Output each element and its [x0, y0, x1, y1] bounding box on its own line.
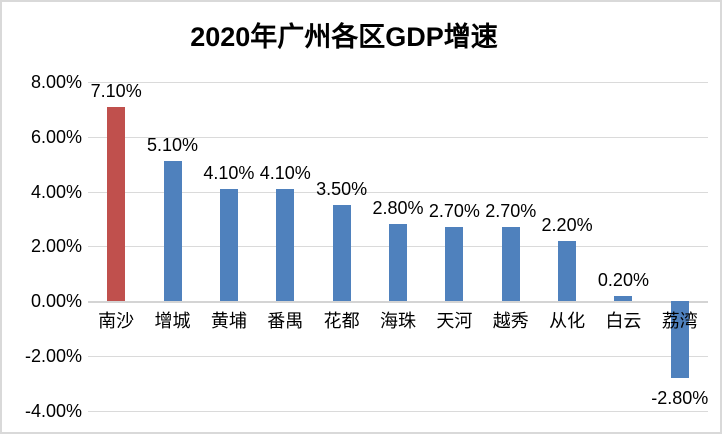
x-tick-label: 海珠: [379, 311, 416, 332]
y-tick-label: 4.00%: [30, 181, 82, 202]
x-tick-label: 南沙: [98, 311, 135, 332]
bar-天河: [445, 227, 464, 302]
bar-花都: [332, 205, 351, 302]
x-tick-label: 番禺: [267, 311, 304, 332]
chart-title: 2020年广州各区GDP增速: [190, 22, 498, 52]
bar-越秀: [501, 227, 520, 302]
bar-value-label: 2.70%: [428, 201, 480, 222]
zero-axis-line: [88, 301, 708, 304]
x-tick-label: 荔湾: [661, 311, 698, 332]
bar-value-label: 0.20%: [597, 269, 649, 290]
y-tick-label: -2.00%: [24, 346, 82, 366]
x-tick-label: 黄埔: [210, 311, 247, 332]
bar-value-label: 5.10%: [147, 135, 199, 156]
x-tick-label: 白云: [605, 311, 642, 332]
bar-增城: [163, 161, 182, 302]
bar-黄埔: [219, 188, 238, 302]
y-tick-label: -4.00%: [24, 400, 82, 421]
bar-value-label: 2.20%: [541, 214, 593, 235]
bar-从化: [558, 240, 577, 302]
bar-value-label: 4.10%: [203, 162, 255, 183]
x-tick-label: 天河: [436, 311, 473, 332]
bar-value-label: 3.50%: [316, 179, 368, 200]
y-tick-label: 8.00%: [30, 72, 82, 92]
bar-value-label: 4.10%: [259, 162, 311, 183]
y-tick-label: 6.00%: [30, 126, 82, 147]
x-tick-label: 越秀: [492, 311, 529, 332]
gridline: [88, 410, 708, 412]
bar-白云: [614, 295, 633, 302]
gridline: [88, 191, 708, 193]
x-tick-label: 从化: [549, 311, 586, 332]
bar-海珠: [389, 224, 407, 302]
bar-value-label: -2.80%: [651, 387, 709, 408]
gridline: [88, 356, 708, 357]
gridline: [88, 82, 708, 83]
y-axis: 8.00% 6.00% 4.00% 2.00% 0.00% -2.00% -4.00%: [2, 72, 82, 421]
y-tick-label: 2.00%: [30, 236, 82, 257]
bar-value-label: 2.80%: [372, 198, 424, 219]
y-tick-label: 0.00%: [30, 291, 82, 312]
bar-value-label: 2.70%: [485, 201, 537, 222]
bar-荔湾: [670, 301, 689, 378]
bar-南沙: [107, 106, 126, 302]
x-tick-label: 花都: [323, 311, 360, 332]
bar-value-label: 7.10%: [90, 80, 142, 101]
gridline: [88, 136, 708, 138]
x-tick-label: 增城: [154, 311, 191, 332]
plot-area: 7.10% 南沙 5.10% 增城 4.10% 黄埔 4.10% 番禺 3.50% 花都 2.80%…: [88, 81, 708, 412]
bar-番禺: [276, 188, 295, 302]
